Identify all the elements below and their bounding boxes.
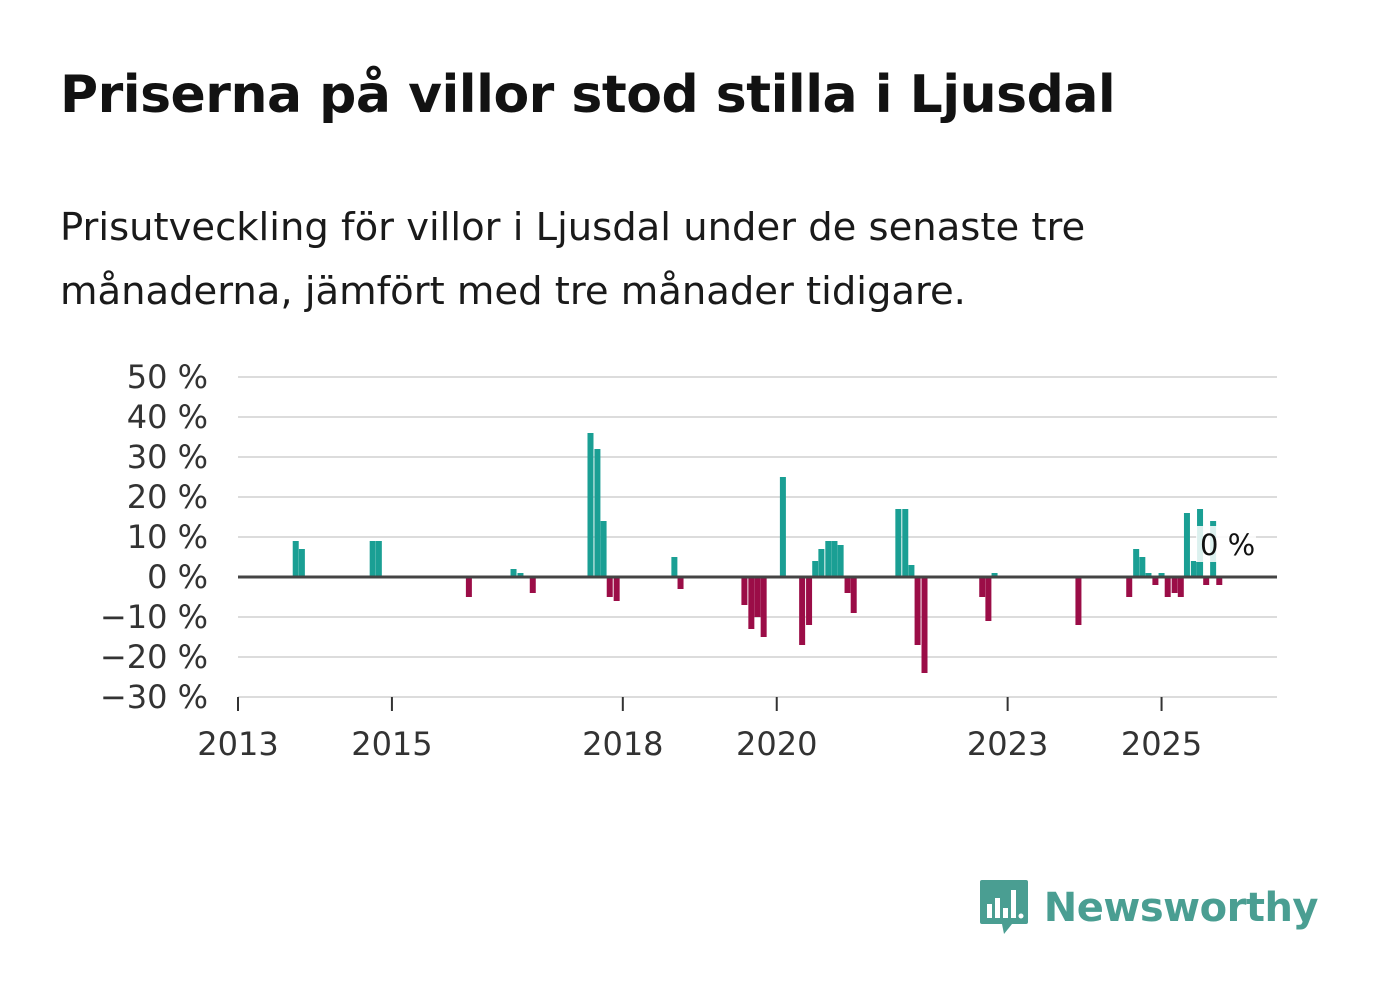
bar-positive <box>587 433 594 577</box>
bar-positive <box>825 541 832 577</box>
bar-negative <box>921 577 928 673</box>
y-tick-label: 0 % <box>147 558 208 596</box>
y-tick-label: −20 % <box>100 638 208 676</box>
x-tick-label: 2015 <box>351 725 432 763</box>
bar-negative <box>1177 577 1184 597</box>
bar-negative <box>1152 577 1159 585</box>
logo-text: Newsworthy <box>1043 885 1319 931</box>
bar-positive <box>1158 573 1165 577</box>
x-tick-label: 2025 <box>1121 725 1202 763</box>
x-tick-label: 2023 <box>967 725 1048 763</box>
bar-negative <box>606 577 613 597</box>
bar-negative <box>1171 577 1178 593</box>
x-tick-label: 2013 <box>197 725 278 763</box>
y-tick-label: 10 % <box>127 518 208 556</box>
y-tick-label: −30 % <box>100 678 208 716</box>
bar-positive <box>812 561 819 577</box>
bar-positive <box>1145 573 1152 577</box>
bar-positive <box>779 477 786 577</box>
x-tick-label: 2020 <box>736 725 817 763</box>
bar-positive <box>369 541 376 577</box>
bar-positive <box>1190 561 1197 577</box>
y-tick-label: 20 % <box>127 478 208 516</box>
bar-positive <box>895 509 902 577</box>
bar-positive <box>594 449 601 577</box>
y-tick-label: 50 % <box>127 358 208 396</box>
bar-negative <box>1164 577 1171 597</box>
bar-positive <box>600 521 607 577</box>
bar-negative <box>1126 577 1133 597</box>
bars <box>292 433 1223 673</box>
bar-negative <box>850 577 857 613</box>
last-value-label: 0 % <box>1200 528 1255 562</box>
y-tick-label: −10 % <box>100 598 208 636</box>
bar-positive <box>517 573 524 577</box>
bar-negative <box>1203 577 1210 585</box>
bar-positive <box>991 573 998 577</box>
bar-negative <box>613 577 620 601</box>
chart-subtitle: Prisutveckling för villor i Ljusdal unde… <box>60 205 1086 314</box>
y-tick-label: 40 % <box>127 398 208 436</box>
last-value-background <box>1196 526 1256 562</box>
bar-positive <box>1183 513 1190 577</box>
bar-positive <box>818 549 825 577</box>
x-tick-label: 2018 <box>582 725 663 763</box>
bar-positive <box>671 557 678 577</box>
grid-lines <box>238 376 1277 698</box>
y-axis-labels: 50 %40 %30 %20 %10 %0 %−10 %−20 %−30 % <box>100 358 208 716</box>
bar-negative <box>748 577 755 629</box>
bar-negative <box>1216 577 1223 585</box>
bar-negative <box>741 577 748 605</box>
annotations: 0 % <box>1196 526 1256 562</box>
bar-negative <box>979 577 986 597</box>
bar-negative <box>985 577 992 621</box>
bar-negative <box>799 577 806 645</box>
bar-negative <box>754 577 761 617</box>
bar-positive <box>1139 557 1146 577</box>
bar-positive <box>908 565 915 577</box>
bar-negative <box>914 577 921 645</box>
bar-positive <box>292 541 299 577</box>
newsworthy-logo: Newsworthy <box>978 878 1319 938</box>
bar-positive <box>298 549 305 577</box>
bar-negative <box>760 577 767 637</box>
y-tick-label: 30 % <box>127 438 208 476</box>
bar-negative <box>1075 577 1082 625</box>
bar-positive <box>831 541 838 577</box>
bar-negative <box>844 577 851 593</box>
x-axis: 2013 2015 2018 2020 2023 2025 <box>197 697 1202 763</box>
chart-title: Priserna på villor stod stilla i Ljusdal <box>60 65 1116 125</box>
bar-negative <box>806 577 813 625</box>
bar-positive <box>837 545 844 577</box>
bar-positive <box>1133 549 1140 577</box>
bar-positive <box>902 509 909 577</box>
newsworthy-bar-chart-icon <box>979 880 1028 934</box>
bar-positive <box>375 541 382 577</box>
bar-negative <box>529 577 536 593</box>
bar-positive <box>510 569 517 577</box>
bar-negative <box>677 577 684 589</box>
bar-negative <box>465 577 472 597</box>
